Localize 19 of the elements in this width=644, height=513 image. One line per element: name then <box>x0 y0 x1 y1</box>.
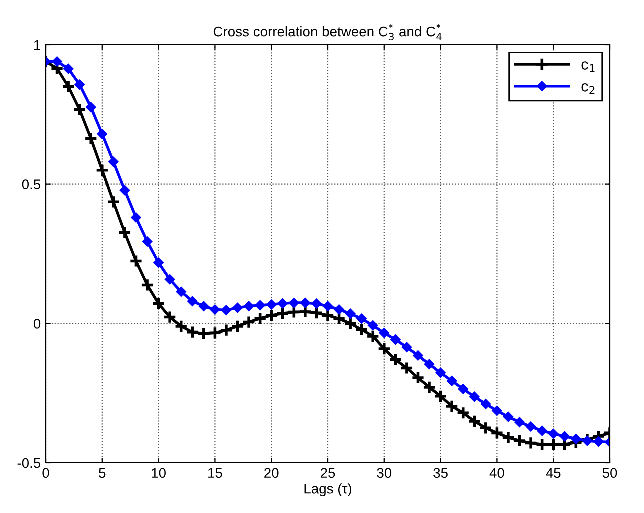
x-tick-label: 40 <box>490 468 504 478</box>
x-tick-label: 45 <box>546 468 561 478</box>
x-tick-label: 20 <box>264 468 279 478</box>
y-tick-label: 0.5 <box>22 180 41 190</box>
x-tick-label: 15 <box>208 468 222 478</box>
legend-label: c$_{2}$ <box>582 83 595 94</box>
x-tick-label: 35 <box>434 468 448 478</box>
x-tick-label: 30 <box>377 468 392 478</box>
chart-title: Cross correlation between C$^{*}$$_{3}$ and C$^{*}$$_{4}$ <box>214 24 442 40</box>
legend-label: c$_{1}$ <box>582 62 595 72</box>
x-tick-label: 5 <box>99 468 106 478</box>
x-axis-title: Lags (τ) <box>304 484 352 497</box>
x-tick-label: 0 <box>42 468 50 478</box>
y-tick-label: -0.5 <box>18 458 41 468</box>
x-tick-label: 10 <box>152 468 166 478</box>
x-tick-label: 25 <box>320 468 336 478</box>
x-tick-label: 50 <box>602 468 618 478</box>
y-tick-label: 1 <box>34 40 40 50</box>
y-tick-label: 0 <box>34 319 41 329</box>
